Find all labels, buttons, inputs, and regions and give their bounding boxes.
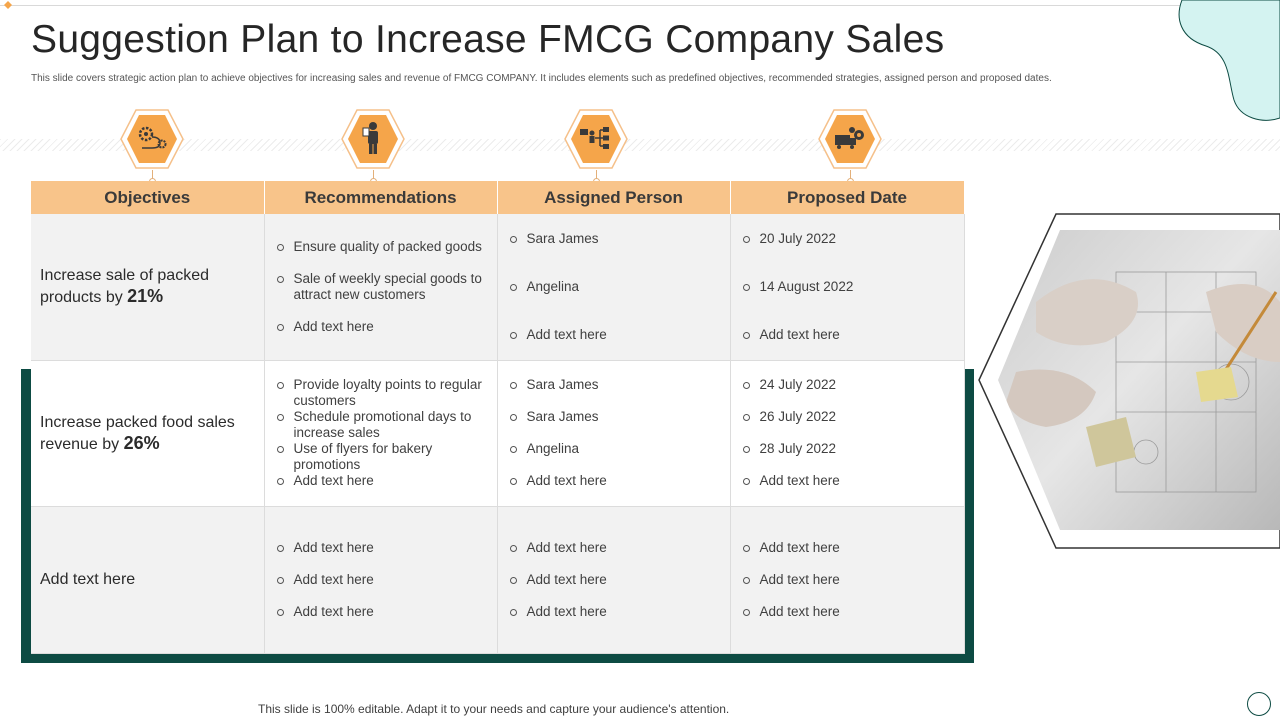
connector-line [596,170,597,182]
objective-cell: Increase sale of packed products by 21% [31,214,265,361]
table-row: Increase packed food sales revenue by 26… [31,360,965,507]
persons-cell: Sara James Sara James Angelina Add text … [497,360,731,507]
list-item: Add text here [508,473,720,489]
page-subtitle: This slide covers strategic action plan … [31,73,1052,84]
person-presentation-icon [341,108,405,170]
list-item: Provide loyalty points to regular custom… [275,377,487,409]
blueprint-photo [978,213,1280,549]
list-item: Sara James [508,377,720,393]
persons-cell: Add text here Add text here Add text her… [497,506,731,654]
connector-line [850,170,851,182]
page-title: Suggestion Plan to Increase FMCG Company… [31,18,945,61]
table-row: Increase sale of packed products by 21% … [31,214,965,361]
list-item: Add text here [275,604,487,620]
recommendations-cell: Provide loyalty points to regular custom… [264,360,498,507]
corner-diamond-icon [4,1,12,9]
list-item: Add text here [741,327,954,343]
recommendations-cell: Ensure quality of packed goods Sale of w… [264,214,498,361]
list-item: Ensure quality of packed goods [275,239,487,255]
header-objectives: Objectives [31,181,265,214]
list-item: Angelina [508,441,720,457]
nav-circle-icon[interactable] [1247,692,1271,716]
top-divider-line [0,5,1180,6]
list-item: Use of flyers for bakery promotions [275,441,487,473]
list-item: Add text here [508,540,720,556]
list-item: Add text here [275,572,487,588]
list-item: Sale of weekly special goods to attract … [275,271,487,303]
objective-text: Add text here [40,571,136,589]
list-item: 26 July 2022 [741,409,954,425]
list-item: Add text here [741,540,954,556]
list-item: Add text here [741,572,954,588]
dates-cell: 20 July 2022 14 August 2022 Add text her… [730,214,965,361]
list-item: 20 July 2022 [741,231,954,247]
dates-cell: Add text here Add text here Add text her… [730,506,965,654]
list-item: Sara James [508,409,720,425]
header-assigned-person: Assigned Person [497,181,731,214]
list-item: 28 July 2022 [741,441,954,457]
persons-cell: Sara James Angelina Add text here [497,214,731,361]
dates-cell: 24 July 2022 26 July 2022 28 July 2022 A… [730,360,965,507]
list-item: Add text here [741,473,954,489]
list-item: Schedule promotional days to increase sa… [275,409,487,441]
table-row: Add text here Add text here Add text her… [31,506,965,654]
list-item: Add text here [508,604,720,620]
objective-cell: Increase packed food sales revenue by 26… [31,360,265,507]
connector-line [373,170,374,182]
list-item: 14 August 2022 [741,279,954,295]
header-proposed-date: Proposed Date [730,181,965,214]
recommendations-cell: Add text here Add text here Add text her… [264,506,498,654]
org-hierarchy-icon [564,108,628,170]
list-item: Add text here [741,604,954,620]
objective-text: Increase sale of packed products by [40,267,209,307]
footer-note: This slide is 100% editable. Adapt it to… [258,702,730,716]
objective-text: Increase packed food sales revenue by [40,413,235,453]
list-item: Add text here [275,540,487,556]
list-item: Add text here [275,319,487,335]
list-item: Sara James [508,231,720,247]
list-item: Add text here [508,327,720,343]
list-item: Add text here [275,473,487,489]
gear-process-icon [120,108,184,170]
list-item: Add text here [508,572,720,588]
header-recommendations: Recommendations [264,181,498,214]
action-plan-table: Objectives Recommendations Assigned Pers… [31,181,965,654]
connector-line [152,170,153,182]
objective-percent: 21% [127,286,164,307]
list-item: Angelina [508,279,720,295]
decorative-teal-blob [1178,0,1280,121]
hatched-band [0,139,1280,151]
list-item: 24 July 2022 [741,377,954,393]
objective-cell: Add text here [31,506,265,654]
delivery-truck-icon [818,108,882,170]
table-header-row: Objectives Recommendations Assigned Pers… [31,181,965,214]
objective-percent: 26% [123,432,160,453]
